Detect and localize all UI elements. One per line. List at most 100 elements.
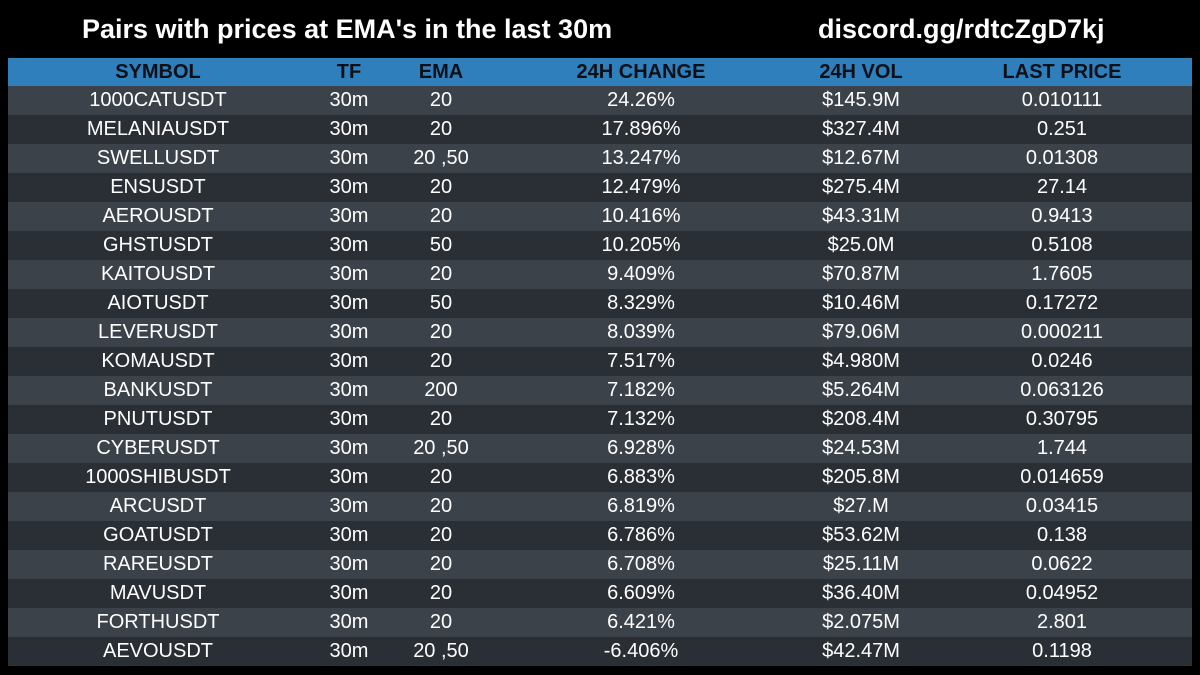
cell-24h-change: 6.883% bbox=[607, 466, 675, 488]
cell-24h-vol: $25.0M bbox=[827, 234, 895, 256]
cell-symbol: RAREUSDT bbox=[102, 553, 213, 575]
table-row: LEVERUSDT 30m 20 8.039% $79.06M 0.000211 bbox=[8, 318, 1192, 347]
cell-symbol: 1000SHIBUSDT bbox=[85, 466, 231, 488]
cell-24h-change: 7.517% bbox=[607, 350, 675, 372]
cell-symbol: AEROUSDT bbox=[102, 205, 214, 227]
cell-ema: 20 ,50 bbox=[413, 640, 469, 662]
cell-24h-vol: $53.62M bbox=[822, 524, 900, 546]
cell-tf: 30m bbox=[329, 611, 369, 633]
cell-symbol: FORTHUSDT bbox=[96, 611, 220, 633]
cell-24h-vol: $42.47M bbox=[822, 640, 900, 662]
cell-tf: 30m bbox=[329, 234, 369, 256]
cell-24h-change: 6.928% bbox=[607, 437, 675, 459]
cell-24h-change: 10.416% bbox=[601, 205, 681, 227]
cell-tf: 30m bbox=[329, 263, 369, 285]
cell-24h-change: -6.406% bbox=[603, 640, 679, 662]
cell-24h-change: 13.247% bbox=[601, 147, 681, 169]
cell-24h-vol: $70.87M bbox=[822, 263, 900, 285]
cell-ema: 20 ,50 bbox=[413, 437, 469, 459]
cell-24h-vol: $10.46M bbox=[822, 292, 900, 314]
cell-ema: 20 bbox=[429, 611, 453, 633]
cell-tf: 30m bbox=[329, 350, 369, 372]
cell-tf: 30m bbox=[329, 495, 369, 517]
cell-last-price: 0.010111 bbox=[1021, 89, 1103, 111]
cell-24h-vol: $5.264M bbox=[822, 379, 900, 401]
cell-24h-change: 8.039% bbox=[607, 321, 675, 343]
cell-tf: 30m bbox=[329, 524, 369, 546]
column-header-symbol: SYMBOL bbox=[115, 60, 201, 83]
cell-24h-vol: $43.31M bbox=[822, 205, 900, 227]
column-header-tf: TF bbox=[336, 60, 362, 83]
cell-symbol: SWELLUSDT bbox=[96, 147, 220, 169]
table-row: PNUTUSDT 30m 20 7.132% $208.4M 0.30795 bbox=[8, 405, 1192, 434]
cell-ema: 50 bbox=[429, 234, 453, 256]
cell-last-price: 2.801 bbox=[1036, 611, 1088, 633]
cell-last-price: 0.251 bbox=[1036, 118, 1088, 140]
cell-24h-change: 6.819% bbox=[607, 495, 675, 517]
table-row: AEROUSDT 30m 20 10.416% $43.31M 0.9413 bbox=[8, 202, 1192, 231]
cell-last-price: 0.03415 bbox=[1025, 495, 1099, 517]
cell-24h-change: 17.896% bbox=[601, 118, 681, 140]
cell-symbol: LEVERUSDT bbox=[97, 321, 219, 343]
table-body: 1000CATUSDT 30m 20 24.26% $145.9M 0.010111 MEL… bbox=[8, 86, 1192, 666]
table-row: AIOTUSDT 30m 50 8.329% $10.46M 0.17272 bbox=[8, 289, 1192, 318]
cell-ema: 20 bbox=[429, 321, 453, 343]
cell-ema: 20 bbox=[429, 350, 453, 372]
cell-tf: 30m bbox=[329, 205, 369, 227]
column-header-last-price: LAST PRICE bbox=[1002, 60, 1122, 83]
cell-ema: 20 bbox=[429, 495, 453, 517]
cell-symbol: 1000CATUSDT bbox=[89, 89, 227, 111]
column-header-24h-vol: 24H VOL bbox=[819, 60, 903, 83]
cell-24h-vol: $27.M bbox=[833, 495, 889, 517]
cell-tf: 30m bbox=[329, 553, 369, 575]
cell-last-price: 0.5108 bbox=[1031, 234, 1093, 256]
cell-last-price: 0.1198 bbox=[1032, 640, 1092, 662]
cell-ema: 20 bbox=[429, 263, 453, 285]
cell-tf: 30m bbox=[329, 640, 369, 662]
cell-symbol: GHSTUSDT bbox=[103, 234, 213, 256]
table-row: KOMAUSDT 30m 20 7.517% $4.980M 0.0246 bbox=[8, 347, 1192, 376]
page-header: Pairs with prices at EMA's in the last 3… bbox=[0, 0, 1200, 58]
cell-symbol: ARCUSDT bbox=[109, 495, 207, 517]
cell-24h-vol: $24.53M bbox=[822, 437, 900, 459]
cell-24h-change: 7.132% bbox=[607, 408, 675, 430]
cell-ema: 50 bbox=[429, 292, 453, 314]
cell-ema: 20 bbox=[429, 205, 453, 227]
cell-ema: 20 bbox=[429, 582, 453, 604]
cell-symbol: AEVOUSDT bbox=[102, 640, 214, 662]
cell-tf: 30m bbox=[329, 437, 369, 459]
cell-ema: 20 bbox=[429, 553, 453, 575]
cell-24h-vol: $208.4M bbox=[822, 408, 900, 430]
table-row: CYBERUSDT 30m 20 ,50 6.928% $24.53M 1.744 bbox=[8, 434, 1192, 463]
cell-tf: 30m bbox=[329, 408, 369, 430]
cell-24h-change: 12.479% bbox=[601, 176, 681, 198]
cell-tf: 30m bbox=[329, 582, 369, 604]
cell-tf: 30m bbox=[329, 292, 369, 314]
table-row: ARCUSDT 30m 20 6.819% $27.M 0.03415 bbox=[8, 492, 1192, 521]
cell-last-price: 0.04952 bbox=[1025, 582, 1099, 604]
cell-24h-vol: $327.4M bbox=[822, 118, 900, 140]
cell-last-price: 0.063126 bbox=[1020, 379, 1104, 401]
cell-symbol: KOMAUSDT bbox=[101, 350, 215, 372]
cell-last-price: 0.0622 bbox=[1031, 553, 1093, 575]
cell-tf: 30m bbox=[329, 147, 369, 169]
table-row: GOATUSDT 30m 20 6.786% $53.62M 0.138 bbox=[8, 521, 1192, 550]
cell-24h-change: 6.786% bbox=[607, 524, 675, 546]
cell-symbol: KAITOUSDT bbox=[100, 263, 216, 285]
cell-last-price: 0.17272 bbox=[1025, 292, 1099, 314]
cell-24h-vol: $12.67M bbox=[822, 147, 900, 169]
cell-symbol: MELANIAUSDT bbox=[86, 118, 230, 140]
cell-last-price: 27.14 bbox=[1036, 176, 1088, 198]
cell-ema: 20 bbox=[429, 408, 453, 430]
cell-last-price: 0.9413 bbox=[1031, 205, 1093, 227]
cell-tf: 30m bbox=[329, 118, 369, 140]
cell-ema: 20 bbox=[429, 118, 453, 140]
cell-tf: 30m bbox=[329, 321, 369, 343]
cell-last-price: 0.01308 bbox=[1025, 147, 1099, 169]
cell-ema: 20 bbox=[429, 176, 453, 198]
cell-ema: 20 bbox=[429, 524, 453, 546]
discord-link[interactable]: discord.gg/rdtcZgD7kj bbox=[818, 14, 1105, 44]
table-row: KAITOUSDT 30m 20 9.409% $70.87M 1.7605 bbox=[8, 260, 1192, 289]
page-title: Pairs with prices at EMA's in the last 3… bbox=[82, 14, 613, 44]
cell-24h-change: 8.329% bbox=[607, 292, 675, 314]
